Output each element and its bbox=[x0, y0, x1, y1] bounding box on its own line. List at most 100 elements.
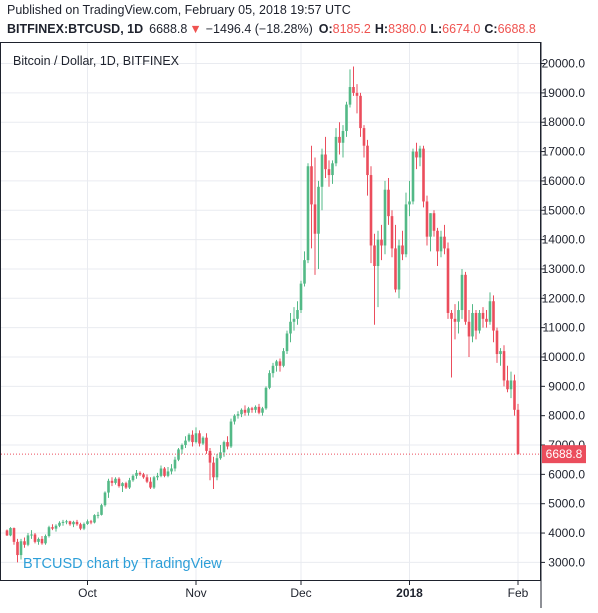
candle-down bbox=[163, 468, 166, 476]
candle-up bbox=[275, 361, 278, 366]
candle-up bbox=[247, 408, 250, 413]
candle-up bbox=[114, 478, 117, 483]
candle-up bbox=[296, 310, 299, 319]
candle-up bbox=[131, 475, 135, 481]
axes: 3000.04000.05000.06000.07000.08000.09000… bbox=[0, 42, 586, 608]
candle-up bbox=[264, 387, 268, 409]
candle-up bbox=[107, 480, 110, 493]
candle-down bbox=[355, 92, 359, 96]
y-tick-label: 10000.0 bbox=[542, 350, 586, 364]
candle-down bbox=[278, 361, 282, 366]
candle-up bbox=[499, 351, 502, 355]
y-tick-label: 3000.0 bbox=[548, 555, 585, 569]
candle-up bbox=[271, 365, 275, 374]
candle-up bbox=[93, 515, 96, 523]
open-value: 8185.2 bbox=[332, 22, 371, 36]
y-tick-label: 5000.0 bbox=[548, 497, 585, 511]
candle-down bbox=[380, 239, 383, 246]
candle-down bbox=[313, 204, 317, 234]
candle-down bbox=[436, 230, 439, 252]
candle-down bbox=[23, 541, 26, 545]
candle-down bbox=[474, 312, 478, 331]
watermark: BTCUSD chart by TradingView bbox=[23, 556, 222, 572]
low-value: 6674.0 bbox=[442, 22, 481, 36]
candle-up bbox=[418, 148, 422, 158]
candle-down bbox=[75, 521, 79, 525]
candle-up bbox=[457, 310, 460, 322]
candle-down bbox=[5, 530, 9, 536]
candle-up bbox=[509, 380, 513, 390]
candle-down bbox=[12, 528, 16, 542]
candlestick-chart[interactable]: 3000.04000.05000.06000.07000.08000.09000… bbox=[0, 42, 598, 608]
candle-down bbox=[485, 318, 488, 322]
candle-down bbox=[33, 534, 37, 542]
candle-down bbox=[40, 538, 44, 544]
price-change: −1496.4 (−18.28%) bbox=[205, 22, 313, 36]
candle-down bbox=[390, 216, 394, 249]
chart-legend-title: Bitcoin / Dollar, 1D, BITFINEX bbox=[13, 54, 180, 68]
candle-down bbox=[124, 483, 128, 488]
candle-up bbox=[345, 104, 348, 132]
candle-up bbox=[303, 260, 306, 284]
candle-up bbox=[408, 201, 411, 205]
candle-down bbox=[226, 442, 229, 447]
candle-down bbox=[110, 480, 114, 483]
candle-down bbox=[369, 175, 373, 246]
candle-up bbox=[236, 414, 240, 416]
candle-up bbox=[334, 136, 338, 164]
low-label: L: bbox=[430, 22, 443, 36]
candle-up bbox=[65, 521, 68, 523]
candle-down bbox=[68, 521, 72, 525]
chart-frame[interactable]: 3000.0 4000.0 5000.0 6000.0 7000.0 8000.0 9000… bbox=[0, 42, 598, 608]
candle-up bbox=[61, 521, 65, 523]
candle-up bbox=[233, 415, 236, 422]
candles bbox=[5, 66, 520, 563]
candle-up bbox=[222, 442, 226, 453]
x-tick-label: Dec bbox=[290, 586, 311, 600]
down-arrow-icon: ▼ bbox=[189, 22, 202, 36]
candle-up bbox=[37, 538, 40, 542]
candle-down bbox=[16, 541, 19, 556]
candle-up bbox=[397, 245, 401, 290]
candle-up bbox=[404, 204, 408, 255]
candle-up bbox=[159, 468, 163, 476]
candle-down bbox=[464, 274, 467, 322]
candle-up bbox=[331, 163, 334, 176]
published-note: Published on TradingView.com, February 0… bbox=[7, 3, 351, 17]
candle-up bbox=[44, 535, 47, 544]
close-label: C: bbox=[484, 22, 498, 36]
y-tick-label: 4000.0 bbox=[548, 526, 585, 540]
candle-up bbox=[376, 239, 380, 267]
candle-up bbox=[58, 522, 61, 526]
candle-down bbox=[425, 201, 429, 237]
candle-up bbox=[86, 521, 89, 524]
candle-up bbox=[411, 151, 415, 202]
candle-up bbox=[240, 409, 243, 415]
candle-down bbox=[117, 478, 121, 487]
candle-down bbox=[422, 148, 425, 202]
candle-down bbox=[327, 169, 331, 176]
candle-up bbox=[306, 166, 310, 261]
candle-down bbox=[89, 521, 93, 523]
candle-up bbox=[156, 475, 159, 478]
candle-down bbox=[495, 330, 499, 355]
y-tick-label: 19000.0 bbox=[542, 86, 586, 100]
candle-up bbox=[19, 541, 23, 556]
candle-down bbox=[366, 145, 369, 176]
candle-up bbox=[215, 458, 219, 478]
candle-up bbox=[187, 434, 191, 441]
candle-up bbox=[299, 283, 303, 311]
candle-up bbox=[268, 373, 271, 388]
last-price: 6688.8 bbox=[149, 22, 188, 36]
candle-down bbox=[359, 95, 362, 129]
candle-down bbox=[138, 472, 142, 475]
candle-up bbox=[317, 186, 320, 234]
candle-down bbox=[250, 408, 254, 410]
candle-down bbox=[506, 380, 509, 390]
candle-down bbox=[450, 312, 453, 319]
candle-down bbox=[453, 318, 457, 322]
candle-down bbox=[481, 312, 485, 319]
y-tick-label: 18000.0 bbox=[542, 115, 586, 129]
candle-down bbox=[145, 477, 149, 482]
candle-up bbox=[229, 421, 233, 447]
